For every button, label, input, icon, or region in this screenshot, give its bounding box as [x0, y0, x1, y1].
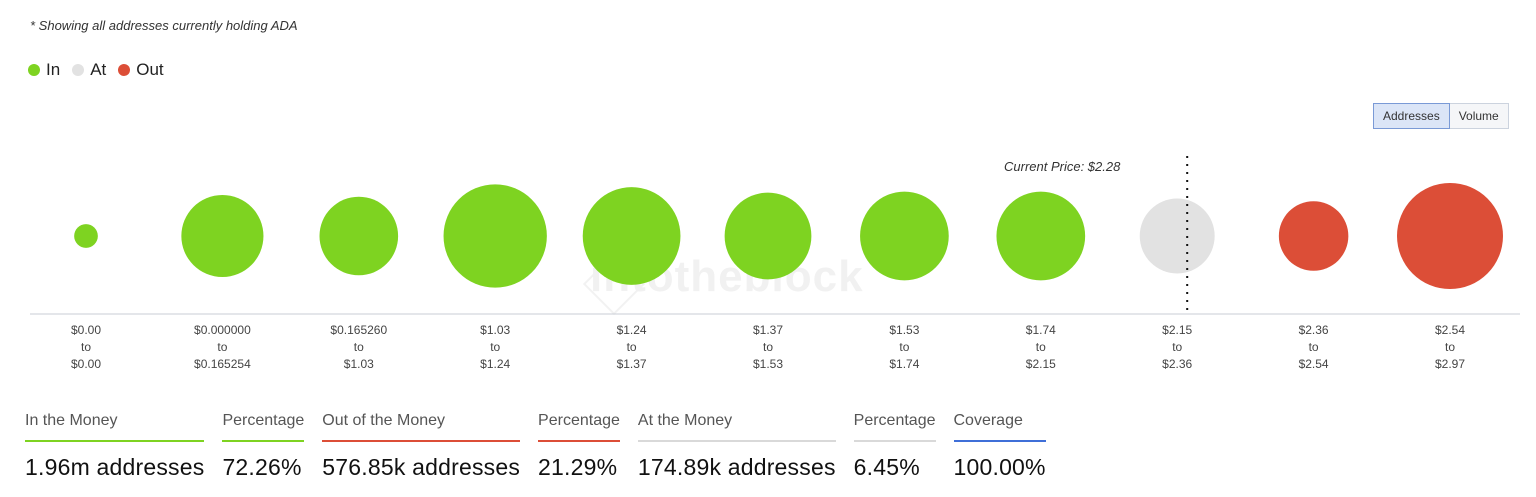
- tick-label-8-to-word: to: [1036, 340, 1046, 354]
- bubble-3[interactable]: [319, 196, 399, 276]
- tick-label-1-to: $0.00: [71, 357, 101, 371]
- bubble-5[interactable]: [582, 187, 681, 285]
- bubble-2[interactable]: [181, 194, 264, 278]
- bubble-10[interactable]: [1278, 201, 1349, 271]
- stat-7: Coverage 100.00%: [953, 412, 1046, 481]
- stat-6: Percentage 6.45%: [853, 412, 936, 481]
- stat-label: In the Money: [25, 412, 205, 442]
- stat-1: In the Money 1.96m addresses: [25, 412, 205, 481]
- tick-label-10-to-word: to: [1309, 340, 1319, 354]
- legend-dot-out-icon: [118, 64, 131, 76]
- tick-label-9-to: $2.36: [1162, 357, 1192, 371]
- legend-dot-at-icon: [72, 64, 85, 76]
- tick-label-11-to-word: to: [1445, 340, 1455, 354]
- metric-toggle: Addresses Volume: [1373, 103, 1509, 129]
- tick-label-5-to-word: to: [627, 340, 637, 354]
- tick-label-4-to-word: to: [490, 340, 500, 354]
- stat-3: Out of the Money 576.85k addresses: [322, 412, 521, 481]
- stat-value: 576.85k addresses: [322, 454, 521, 480]
- bubble-chart: $0.00 to $0.00 $0.000000 to $0.165254 $0.16526…: [30, 156, 1520, 371]
- tick-label-2-to-word: to: [217, 340, 227, 354]
- tick-label-3-to: $1.03: [344, 357, 374, 371]
- stat-value: 100.00%: [953, 454, 1046, 480]
- bubble-9[interactable]: [1139, 198, 1215, 274]
- tick-label-9-to-word: to: [1172, 340, 1182, 354]
- bubble-11[interactable]: [1397, 183, 1503, 289]
- tick-label-10-from: $2.36: [1299, 323, 1329, 337]
- tick-label-4-to: $1.24: [480, 357, 510, 371]
- bubble-1[interactable]: [74, 224, 98, 248]
- addresses-toggle-button[interactable]: Addresses: [1373, 103, 1450, 129]
- tick-label-6-to: $1.53: [753, 357, 783, 371]
- legend-dot-in-icon: [28, 64, 40, 76]
- stat-label: Out of the Money: [322, 412, 521, 442]
- chart-note: * Showing all addresses currently holdin…: [30, 18, 298, 33]
- summary-stats: In the Money 1.96m addresses Percentage 72.…: [25, 412, 1064, 481]
- tick-label-2-from: $0.000000: [194, 323, 251, 337]
- bubble-7[interactable]: [860, 191, 949, 281]
- stat-5: At the Money 174.89k addresses: [637, 412, 836, 481]
- tick-label-6-to-word: to: [763, 340, 773, 354]
- tick-label-7-from: $1.53: [889, 323, 919, 337]
- stat-label: Percentage: [538, 412, 620, 442]
- tick-label-7-to-word: to: [899, 340, 909, 354]
- stat-label: Percentage: [853, 412, 936, 442]
- tick-label-6-from: $1.37: [753, 323, 783, 337]
- stat-4: Percentage 21.29%: [538, 412, 620, 481]
- legend-item-at[interactable]: At: [72, 60, 106, 80]
- tick-label-1-to-word: to: [81, 340, 91, 354]
- tick-label-7-to: $1.74: [889, 357, 919, 371]
- stat-value: 72.26%: [222, 454, 302, 480]
- volume-toggle-button[interactable]: Volume: [1449, 103, 1509, 129]
- stat-value: 174.89k addresses: [637, 454, 836, 480]
- tick-label-4-from: $1.03: [480, 323, 510, 337]
- legend: In At Out: [28, 60, 168, 80]
- stat-value: 6.45%: [853, 454, 920, 480]
- current-price-label: Current Price: $2.28: [1004, 159, 1121, 174]
- stat-value: 1.96m addresses: [25, 454, 205, 480]
- tick-label-9-from: $2.15: [1162, 323, 1192, 337]
- tick-label-11-from: $2.54: [1435, 323, 1465, 337]
- legend-item-out[interactable]: Out: [118, 60, 164, 80]
- tick-label-5-from: $1.24: [617, 323, 647, 337]
- legend-item-in[interactable]: In: [28, 60, 60, 80]
- legend-label-in: In: [46, 60, 61, 79]
- tick-label-3-from: $0.165260: [330, 323, 387, 337]
- bubble-8[interactable]: [996, 191, 1086, 281]
- tick-label-5-to: $1.37: [617, 357, 647, 371]
- tick-label-1-from: $0.00: [71, 323, 101, 337]
- tick-label-8-to: $2.15: [1026, 357, 1056, 371]
- stat-label: Coverage: [953, 412, 1046, 442]
- stat-label: Percentage: [222, 412, 305, 442]
- legend-label-at: At: [90, 60, 107, 79]
- tick-label-10-to: $2.54: [1299, 357, 1329, 371]
- bubble-6[interactable]: [724, 192, 812, 280]
- bubble-4[interactable]: [443, 184, 547, 288]
- tick-label-11-to: $2.97: [1435, 357, 1465, 371]
- stat-2: Percentage 72.26%: [222, 412, 305, 481]
- tick-label-8-from: $1.74: [1026, 323, 1056, 337]
- tick-label-3-to-word: to: [354, 340, 364, 354]
- stat-label: At the Money: [637, 412, 836, 442]
- tick-label-2-to: $0.165254: [194, 357, 251, 371]
- legend-label-out: Out: [136, 60, 164, 79]
- stat-value: 21.29%: [538, 454, 618, 480]
